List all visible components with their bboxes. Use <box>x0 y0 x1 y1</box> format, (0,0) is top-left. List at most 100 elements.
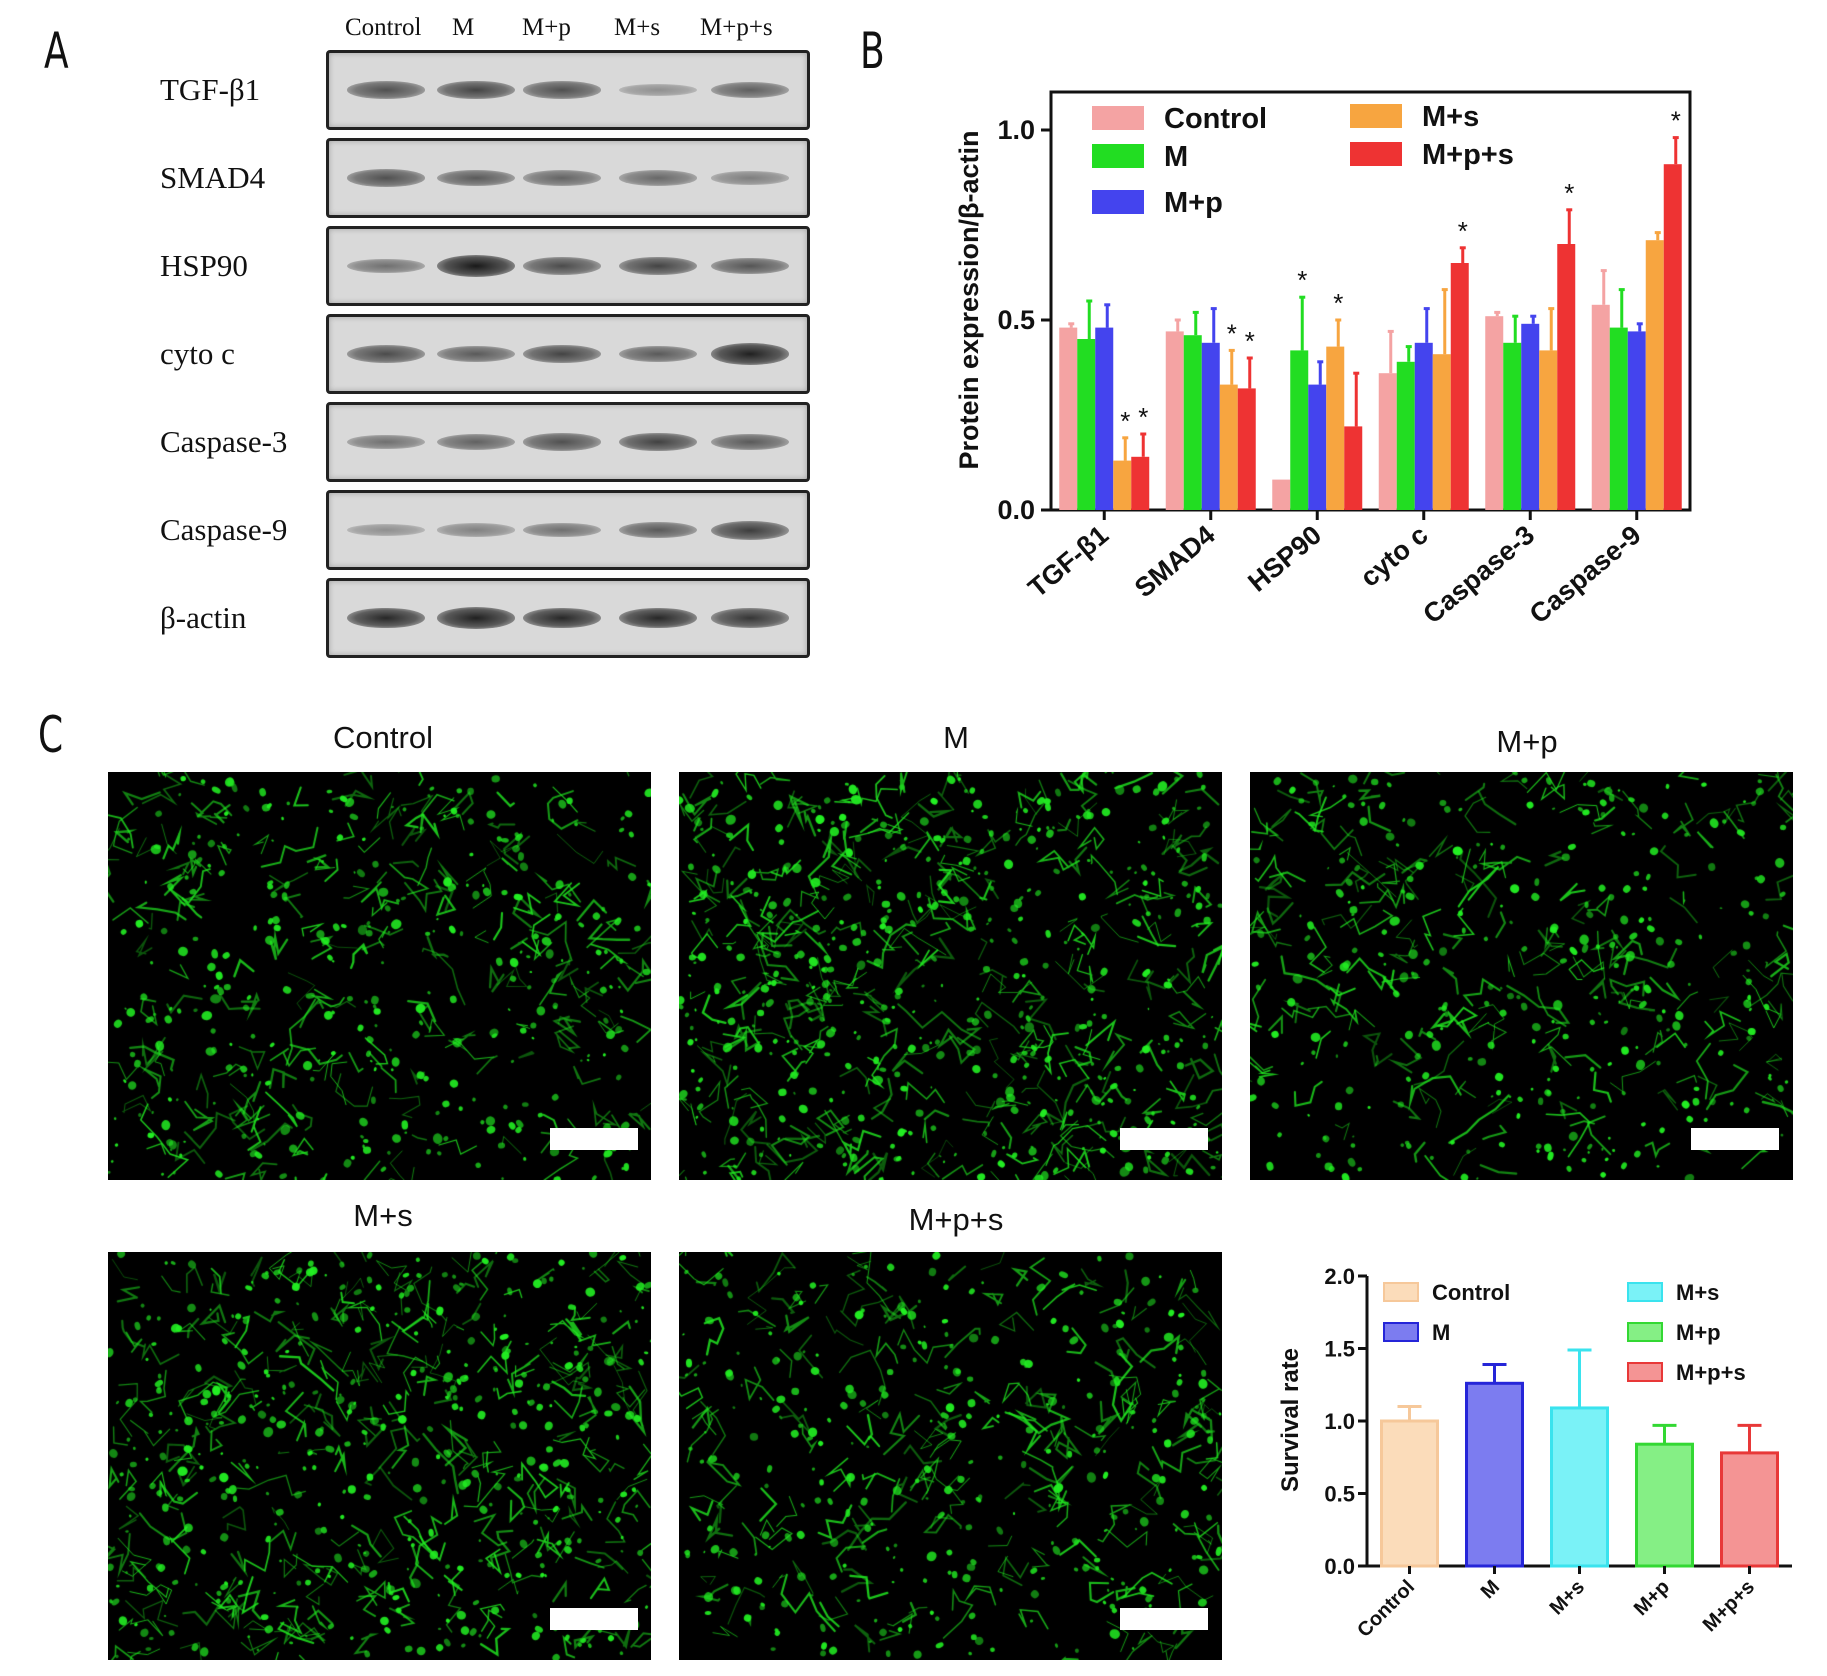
bar-m-smad4 <box>1183 335 1202 510</box>
y-axis-label: Protein expression/β-actin <box>954 130 984 469</box>
blot-strip-smad4 <box>326 138 810 218</box>
legend-swatch-m-p <box>1627 1322 1663 1342</box>
legend-swatch-m-p-s <box>1627 1362 1663 1382</box>
legend-swatch-m-p-s <box>1350 142 1402 166</box>
blot-band <box>523 344 601 364</box>
bar-m-p-s <box>1720 1451 1779 1568</box>
micrograph-m <box>679 772 1222 1180</box>
y-tick-label: 1.5 <box>1324 1337 1355 1362</box>
bar-m-p-s-cyto-c <box>1450 263 1469 510</box>
bar-m <box>1465 1381 1524 1568</box>
blot-band <box>437 169 515 187</box>
plot-frame <box>1049 90 1692 512</box>
legend-swatch-m-s <box>1350 104 1402 128</box>
significance-marker: * <box>1245 326 1255 356</box>
x-tick-label: SMAD4 <box>1129 520 1221 604</box>
blot-band <box>619 607 697 629</box>
y-tick-label: 0.5 <box>997 305 1035 335</box>
legend-label-m-s: M+s <box>1676 1280 1719 1305</box>
bar-m-p-s-smad4 <box>1237 388 1256 510</box>
blot-band <box>437 80 515 100</box>
blot-band <box>347 434 425 450</box>
blot-band <box>711 343 789 365</box>
legend-label-control: Control <box>1164 103 1267 135</box>
panel-label-c: C <box>38 706 64 764</box>
significance-marker: * <box>1138 402 1148 432</box>
x-tick-label: M+s <box>1546 1576 1589 1619</box>
bar-m-s-hsp90 <box>1326 346 1345 510</box>
y-tick-label: 0.5 <box>1324 1482 1355 1507</box>
significance-marker: * <box>1333 288 1343 318</box>
blot-band <box>437 345 515 363</box>
lane-label-control: Control <box>345 14 422 41</box>
bar-m-p-cyto-c <box>1414 342 1433 510</box>
micrograph-control <box>108 772 651 1180</box>
micro-title-m-p-s: M+p+s <box>908 1202 1004 1237</box>
micrograph-m-p-s <box>679 1252 1222 1660</box>
blot-label-caspase-3: Caspase-3 <box>160 424 288 459</box>
blot-band <box>347 258 425 274</box>
scale-bar <box>550 1128 638 1150</box>
bar-m-s <box>1550 1406 1609 1568</box>
blot-band <box>619 170 697 186</box>
legend-label-m-p-s: M+p+s <box>1676 1360 1746 1385</box>
bar-m-p-s-tgf-1 <box>1131 456 1150 510</box>
legend-swatch-m-p <box>1092 190 1144 214</box>
y-tick-label: 0.0 <box>997 495 1035 525</box>
bar-m-tgf-1 <box>1077 339 1096 510</box>
x-tick-label: Caspase-9 <box>1524 520 1647 630</box>
legend-label-m-p-s: M+p+s <box>1422 139 1514 171</box>
y-tick-label: 1.0 <box>997 115 1035 145</box>
blot-band <box>523 433 601 451</box>
blot-band <box>523 607 601 629</box>
significance-marker: * <box>1458 216 1468 246</box>
legend-swatch-m <box>1092 144 1144 168</box>
scale-bar <box>1120 1608 1208 1630</box>
bar-m-s-smad4 <box>1219 384 1238 510</box>
micro-title-m-p: M+p <box>1496 724 1558 759</box>
blot-band <box>523 257 601 275</box>
blot-band <box>523 522 601 538</box>
bar-control-caspase-3 <box>1485 316 1504 510</box>
blot-band <box>347 607 425 629</box>
micrograph-m-p <box>1250 772 1793 1180</box>
blot-band <box>347 523 425 537</box>
x-tick-label: Caspase-3 <box>1417 520 1540 630</box>
legend-label-m-s: M+s <box>1422 101 1479 133</box>
bar-m-s-caspase-3 <box>1539 350 1558 510</box>
blot-band <box>437 255 515 277</box>
significance-marker: * <box>1120 406 1130 436</box>
legend-swatch-m-s <box>1627 1282 1663 1302</box>
blot-label-cyto-c: cyto c <box>160 336 235 371</box>
legend-label-control: Control <box>1432 1280 1510 1305</box>
blot-label-smad4: SMAD4 <box>160 160 266 195</box>
blot-band <box>347 81 425 99</box>
bar-m-s-cyto-c <box>1432 354 1451 510</box>
blot-band <box>711 257 789 275</box>
blot-label-tgf-b1: TGF-β1 <box>160 72 261 107</box>
micrograph-m-s <box>108 1252 651 1660</box>
bar-m-p-s-caspase-3 <box>1557 244 1576 510</box>
micro-title-control: Control <box>333 720 433 755</box>
blot-band <box>711 520 789 540</box>
legend-label-m-p: M+p <box>1676 1320 1721 1345</box>
protein-expression-chart: 0.0 0.5 1.0 Protein expression/β-actin * * TGF… <box>954 90 1692 630</box>
panel-label-b: B <box>860 22 885 80</box>
blot-band <box>711 608 789 628</box>
blot-band <box>523 81 601 99</box>
y-axis-label: Survival rate <box>1277 1348 1304 1492</box>
blot-strip-caspase-9 <box>326 490 810 570</box>
bar-m-p-caspase-9 <box>1627 331 1646 510</box>
y-tick-label: 2.0 <box>1324 1264 1355 1289</box>
bar-m-s-caspase-9 <box>1645 240 1664 510</box>
x-tick-label: M+p <box>1630 1576 1674 1620</box>
x-tick-label: cyto c <box>1355 520 1434 593</box>
lane-label-m-s: M+s <box>614 14 661 41</box>
lane-label-m: M <box>452 14 475 41</box>
micro-title-m-s: M+s <box>353 1198 413 1233</box>
significance-marker: * <box>1297 265 1307 295</box>
bar-control-hsp90 <box>1272 479 1291 510</box>
blot-band <box>437 434 515 450</box>
bar-m-caspase-3 <box>1503 342 1522 510</box>
y-tick-label: 0.0 <box>1324 1554 1355 1579</box>
